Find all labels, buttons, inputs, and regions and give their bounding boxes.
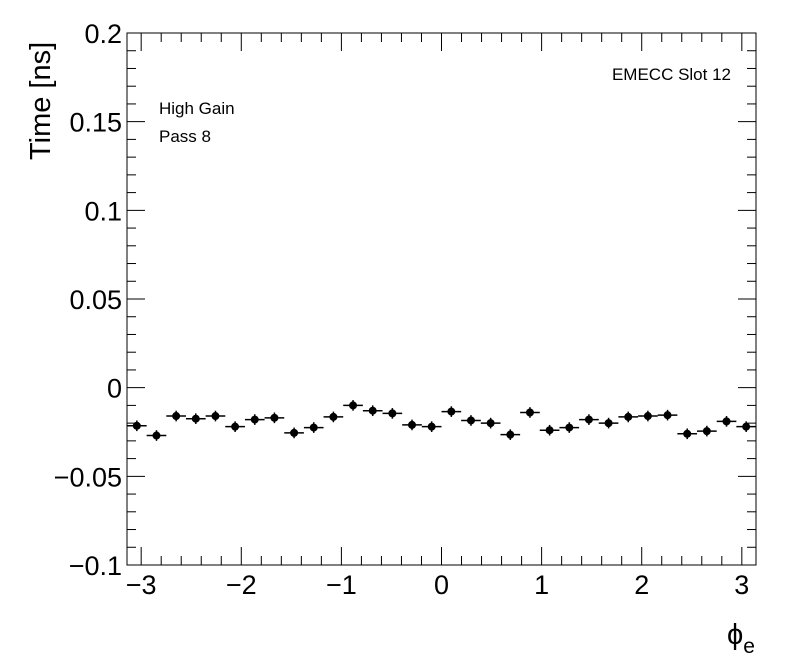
data-point <box>303 422 324 433</box>
data-point <box>677 428 698 440</box>
data-point <box>244 414 265 425</box>
data-point <box>638 410 658 422</box>
x-tick-label: 1 <box>534 570 549 600</box>
x-axis-title-subscript: e <box>743 635 755 658</box>
marker <box>427 422 436 431</box>
y-axis-title: Time [ns] <box>25 42 57 160</box>
data-points <box>127 400 756 441</box>
marker <box>191 414 200 423</box>
data-point <box>166 410 186 422</box>
x-tick-label: −2 <box>226 570 257 600</box>
x-tick-label: −3 <box>126 570 157 600</box>
data-point <box>500 429 521 440</box>
marker <box>545 426 554 435</box>
y-tick-label: 0.15 <box>69 108 122 138</box>
marker <box>329 412 338 421</box>
y-tick-label: −0.1 <box>69 551 122 581</box>
data-point <box>421 421 442 432</box>
x-tick-label: −1 <box>326 570 357 600</box>
annotation-gain: High Gain <box>159 99 235 118</box>
marker <box>388 409 397 418</box>
marker <box>270 413 279 422</box>
marker <box>624 412 633 421</box>
marker <box>211 412 220 421</box>
axis-ticks <box>127 32 756 566</box>
marker <box>486 419 495 428</box>
data-point <box>382 408 403 419</box>
annotation-pass: Pass 8 <box>159 127 211 146</box>
marker <box>231 422 240 431</box>
y-tick-label: 0.1 <box>84 196 122 226</box>
data-point <box>598 417 619 429</box>
data-point <box>539 424 560 436</box>
marker <box>132 421 141 430</box>
data-point <box>185 413 206 425</box>
data-point <box>146 430 167 441</box>
marker <box>722 417 731 426</box>
data-point <box>480 417 501 429</box>
data-point <box>264 412 285 424</box>
marker <box>250 415 259 424</box>
y-tick-label: 0 <box>107 374 122 404</box>
marker <box>290 428 299 437</box>
y-tick-labels: −0.1 −0.05 0 0.05 0.1 0.15 0.2 <box>54 19 122 581</box>
marker <box>525 408 534 417</box>
x-axis-title: ϕe <box>727 619 755 658</box>
x-axis-title-symbol: ϕ <box>727 619 743 651</box>
data-point <box>402 419 422 431</box>
marker <box>408 420 417 429</box>
data-point <box>441 406 462 417</box>
data-point <box>559 422 580 433</box>
data-point <box>697 425 717 437</box>
data-point <box>716 416 737 427</box>
x-tick-label: 0 <box>434 570 449 600</box>
annotation-slot: EMECC Slot 12 <box>612 65 731 84</box>
marker <box>506 430 515 439</box>
data-point <box>461 415 481 426</box>
marker <box>663 411 672 420</box>
marker <box>742 422 751 431</box>
marker <box>466 416 475 425</box>
marker <box>604 419 613 428</box>
data-point <box>323 411 344 423</box>
y-tick-label: −0.05 <box>54 462 122 492</box>
marker <box>683 429 692 438</box>
data-point <box>225 421 245 432</box>
marker <box>172 412 181 421</box>
x-tick-labels: −3 −2 −1 0 1 2 3 <box>126 570 750 600</box>
y-tick-label: 0.2 <box>84 19 122 49</box>
data-point <box>657 409 678 421</box>
x-tick-label: 3 <box>734 570 749 600</box>
data-point <box>520 407 540 418</box>
marker <box>643 412 652 421</box>
data-point <box>127 420 147 432</box>
data-point <box>284 427 304 439</box>
data-point <box>618 411 639 423</box>
marker <box>152 431 161 440</box>
data-point <box>362 405 383 417</box>
marker <box>565 423 574 432</box>
marker <box>447 407 456 416</box>
data-point <box>579 414 599 425</box>
marker <box>349 401 358 410</box>
x-tick-label: 2 <box>634 570 649 600</box>
marker <box>368 406 377 415</box>
marker <box>309 423 318 432</box>
data-point <box>205 410 226 422</box>
y-tick-label: 0.05 <box>69 285 122 315</box>
data-point <box>343 400 363 411</box>
data-point <box>736 421 756 432</box>
marker <box>702 427 711 436</box>
marker <box>584 415 593 424</box>
